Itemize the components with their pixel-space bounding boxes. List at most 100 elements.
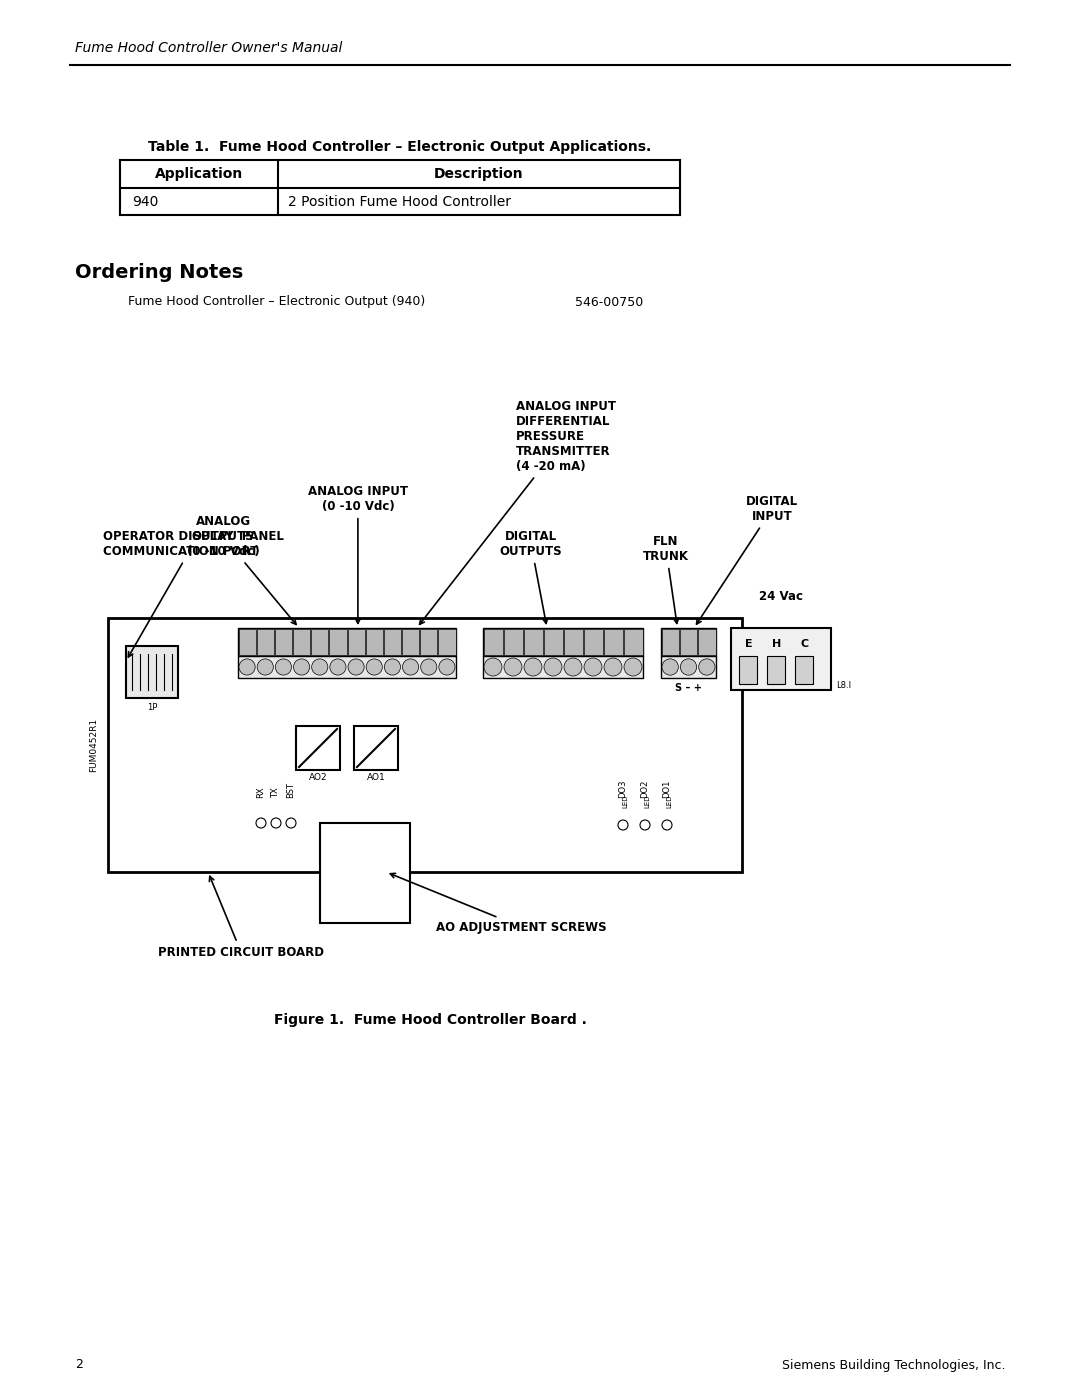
Circle shape [294,659,310,675]
Bar [604,629,622,655]
Text: Table 1.  Fume Hood Controller – Electronic Output Applications.: Table 1. Fume Hood Controller – Electron… [148,140,651,154]
Circle shape [438,659,455,675]
Circle shape [524,658,542,676]
Bar [420,629,437,655]
Circle shape [329,659,346,675]
Text: DO2: DO2 [640,780,649,798]
Circle shape [257,659,273,675]
Text: BST: BST [286,782,296,798]
Text: LED: LED [666,795,672,807]
Bar [293,629,310,655]
Bar [438,629,456,655]
Text: ANALOG INPUT
(0 -10 Vdc): ANALOG INPUT (0 -10 Vdc) [308,485,408,623]
Text: LED: LED [622,795,627,807]
Text: E: E [745,638,753,650]
Bar [679,629,698,655]
Text: Figure 1.  Fume Hood Controller Board .: Figure 1. Fume Hood Controller Board . [273,1013,586,1027]
Bar [564,629,582,655]
Text: 940: 940 [132,194,159,208]
Text: 1P: 1P [147,704,158,712]
Text: FUM0452R1: FUM0452R1 [90,718,98,773]
Bar [543,629,563,655]
Text: 2: 2 [75,1358,83,1372]
Text: PRINTED CIRCUIT BOARD: PRINTED CIRCUIT BOARD [158,876,324,958]
Text: AO ADJUSTMENT SCREWS: AO ADJUSTMENT SCREWS [390,873,607,933]
Bar [348,629,365,655]
Circle shape [271,819,281,828]
Bar [238,629,456,657]
Circle shape [286,819,296,828]
Text: S – +: S – + [675,683,702,693]
Text: Siemens Building Technologies, Inc.: Siemens Building Technologies, Inc. [782,1358,1005,1372]
Text: Description: Description [434,168,524,182]
Text: RX: RX [257,787,266,798]
Circle shape [662,820,672,830]
Text: 546-00750: 546-00750 [575,296,644,309]
Text: DO1: DO1 [662,780,672,798]
Circle shape [584,658,602,676]
Circle shape [662,659,678,675]
Circle shape [604,658,622,676]
Text: L8.I: L8.I [836,680,851,690]
Bar [698,629,715,655]
Text: TX: TX [271,788,281,798]
Bar [126,645,178,698]
Circle shape [564,658,582,676]
Text: Fume Hood Controller – Electronic Output (940): Fume Hood Controller – Electronic Output… [129,296,426,309]
Circle shape [312,659,328,675]
Bar [239,629,256,655]
Bar [329,629,347,655]
Bar [767,657,785,685]
Circle shape [504,658,522,676]
Text: Application: Application [154,168,243,182]
Text: H: H [772,638,782,650]
Circle shape [384,659,401,675]
Bar [311,629,328,655]
Bar [402,629,419,655]
Circle shape [680,659,697,675]
Circle shape [699,659,715,675]
Bar [238,657,456,678]
Bar [366,629,382,655]
Bar [739,657,757,685]
Text: 2 Position Fume Hood Controller: 2 Position Fume Hood Controller [288,194,511,208]
Text: DIGITAL
INPUT: DIGITAL INPUT [697,495,798,624]
Text: ANALOG INPUT
DIFFERENTIAL
PRESSURE
TRANSMITTER
(4 -20 mA): ANALOG INPUT DIFFERENTIAL PRESSURE TRANS… [420,400,616,624]
Circle shape [484,658,502,676]
Circle shape [618,820,627,830]
Bar [257,629,274,655]
Text: FLN
TRUNK: FLN TRUNK [643,535,689,623]
Bar [731,629,831,690]
Bar [484,629,502,655]
Text: DO3: DO3 [619,780,627,798]
Circle shape [421,659,436,675]
Bar [795,657,813,685]
Text: 24 Vac: 24 Vac [759,590,804,604]
Text: DIGITAL
OUTPUTS: DIGITAL OUTPUTS [500,529,563,623]
Bar [503,629,523,655]
Bar [483,629,643,657]
Text: ANALOG
OUTPUTS
(0 -10 Vdc): ANALOG OUTPUTS (0 -10 Vdc) [187,515,296,624]
Circle shape [624,658,642,676]
Text: AO2: AO2 [309,774,327,782]
Bar [524,629,542,655]
Bar [623,629,643,655]
Bar [296,726,340,770]
Circle shape [544,658,562,676]
Bar [583,629,603,655]
Bar [661,629,679,655]
Circle shape [366,659,382,675]
Text: Ordering Notes: Ordering Notes [75,263,243,282]
Bar [661,657,716,678]
Circle shape [275,659,292,675]
Bar [354,726,399,770]
Circle shape [239,659,255,675]
Bar [108,617,742,872]
Text: C: C [801,638,809,650]
Circle shape [403,659,419,675]
Circle shape [640,820,650,830]
Text: LED: LED [644,795,650,807]
Text: Fume Hood Controller Owner's Manual: Fume Hood Controller Owner's Manual [75,41,342,54]
Text: AO1: AO1 [366,774,386,782]
Bar [274,629,292,655]
